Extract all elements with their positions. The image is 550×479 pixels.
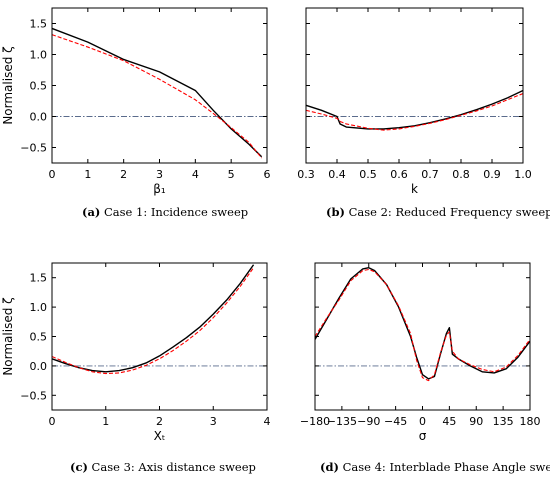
series-line-red-dashed: [305, 93, 524, 131]
x-tick-label: 180: [520, 415, 541, 428]
y-tick-label: 0.0: [30, 111, 48, 124]
y-tick-label: −0.5: [20, 389, 47, 402]
x-tick-label: 0: [49, 168, 56, 181]
x-tick-label: −135: [327, 415, 357, 428]
y-tick-label: 1.5: [30, 18, 48, 31]
series-line-black-solid: [305, 89, 524, 130]
chart-panel-a: 0 1 2 3 4 5 6 −0.5 0.0 0.5 1.0 1.5 β₁ Normalised ζ: [1, 7, 271, 196]
caption-tag: (b): [326, 205, 345, 219]
caption-tag: (a): [82, 205, 101, 219]
series-line-black-solid: [51, 27, 263, 158]
x-tick-label: 0.9: [483, 168, 501, 181]
chart-panel-b: 0.3 0.4 0.5 0.6 0.7 0.8 0.9 1.0 k: [297, 7, 532, 196]
x-tick-label: 45: [442, 415, 456, 428]
x-tick-label: 1.0: [514, 168, 532, 181]
x-tick-label: 4: [192, 168, 199, 181]
y-tick-label: 1.0: [30, 301, 48, 314]
x-tick-label: 3: [210, 415, 217, 428]
x-tick-label: 0.7: [421, 168, 439, 181]
series-line-black-solid: [51, 264, 255, 373]
y-tick-label: 1.5: [30, 272, 48, 285]
chart-panel-d: −180−135 −90 −45 0 45 90 135 180 σ: [300, 262, 541, 443]
x-tick-label: −180: [300, 415, 330, 428]
y-tick-label: 0.5: [30, 80, 48, 93]
y-axis-label: Normalised ζ: [1, 46, 15, 124]
axes-frame: [51, 262, 268, 411]
x-tick-label: 5: [228, 168, 235, 181]
y-axis-label: Normalised ζ: [1, 297, 15, 375]
series-line-black-solid: [314, 267, 531, 380]
series-line-red-dashed: [314, 268, 531, 382]
x-tick-label: 3: [156, 168, 163, 181]
chart-panel-c: 0 1 2 3 4 −0.5 0.0 0.5 1.0 1.5 Xₜ Normalised ζ: [1, 262, 271, 443]
x-axis-label: k: [411, 182, 418, 196]
x-tick-label: 0.8: [452, 168, 470, 181]
caption-tag: (d): [320, 460, 339, 474]
x-tick-label: 2: [156, 415, 163, 428]
y-tick-label: 0.0: [30, 360, 48, 373]
caption-text: Case 1: Incidence sweep: [100, 205, 249, 219]
x-tick-label: 135: [493, 415, 514, 428]
axes-frame: [51, 7, 268, 164]
y-tick-label: −0.5: [20, 142, 47, 155]
series-line-red-dashed: [51, 34, 263, 159]
x-tick-label: 0.5: [359, 168, 377, 181]
x-tick-label: 0.4: [328, 168, 346, 181]
caption-b: (b) Case 2: Reduced Frequency sweep: [326, 205, 550, 219]
x-axis-label: Xₜ: [154, 429, 166, 443]
x-tick-label: −45: [384, 415, 407, 428]
x-tick-label: 1: [84, 168, 91, 181]
caption-text: Case 4: Interblade Phase Angle sweep: [338, 460, 550, 474]
x-tick-label: −90: [357, 415, 380, 428]
caption-d: (d) Case 4: Interblade Phase Angle sweep: [320, 460, 550, 474]
x-tick-label: 0.6: [390, 168, 408, 181]
caption-a: (a) Case 1: Incidence sweep: [82, 205, 248, 219]
axes-frame: [305, 7, 524, 164]
x-tick-label: 6: [264, 168, 271, 181]
caption-text: Case 3: Axis distance sweep: [87, 460, 256, 474]
x-tick-label: 90: [469, 415, 483, 428]
x-axis-label: σ: [419, 429, 427, 443]
series-line-red-dashed: [51, 267, 255, 375]
x-tick-label: 0.3: [297, 168, 315, 181]
y-tick-label: 1.0: [30, 49, 48, 62]
caption-c: (c) Case 3: Axis distance sweep: [70, 460, 256, 474]
x-tick-label: 2: [120, 168, 127, 181]
caption-text: Case 2: Reduced Frequency sweep: [344, 205, 550, 219]
x-tick-label: 4: [264, 415, 271, 428]
caption-tag: (c): [70, 460, 88, 474]
y-tick-label: 0.5: [30, 331, 48, 344]
x-tick-label: 1: [102, 415, 109, 428]
x-tick-label: 0: [49, 415, 56, 428]
x-tick-label: 0: [419, 415, 426, 428]
x-axis-label: β₁: [153, 182, 166, 196]
